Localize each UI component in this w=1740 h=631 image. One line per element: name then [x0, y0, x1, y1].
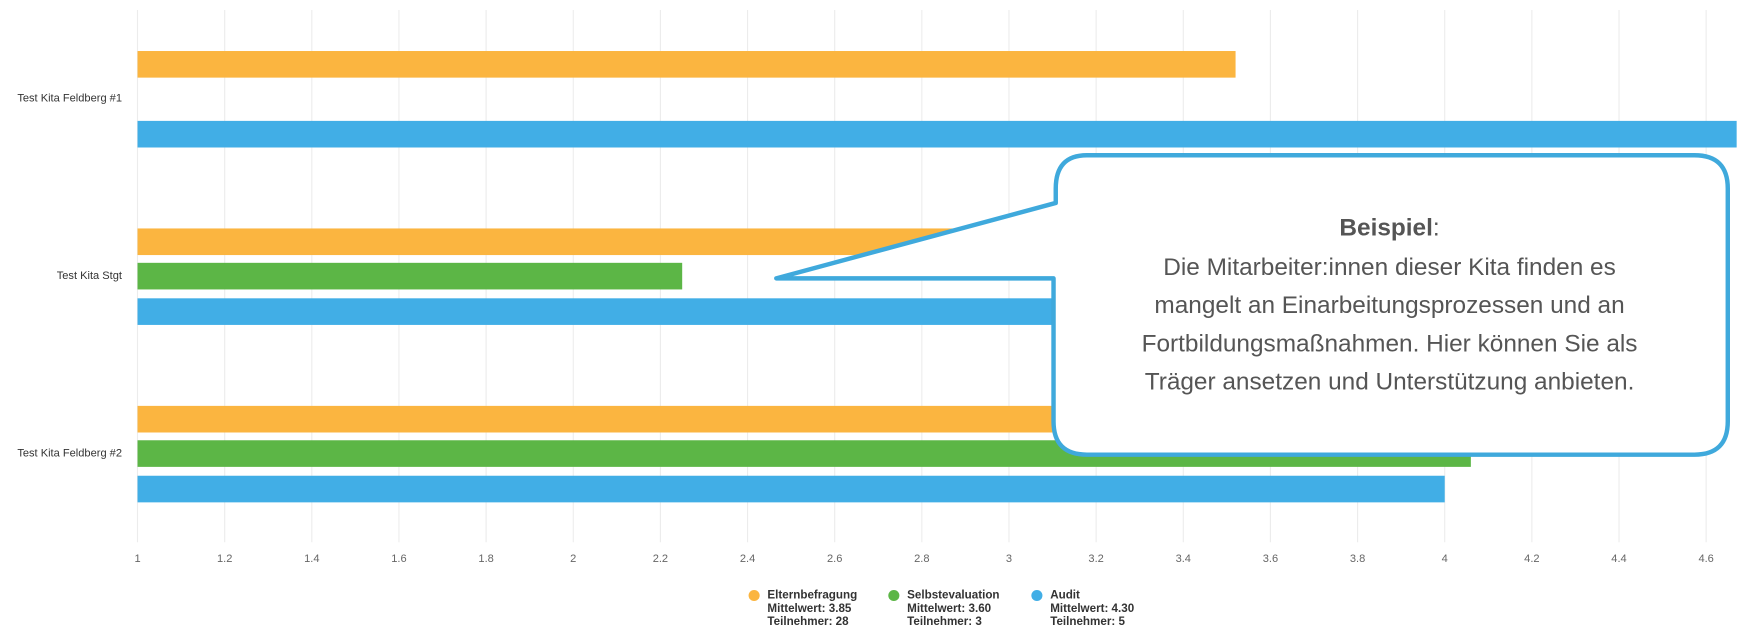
- callout-line: mangelt an Einarbeitungsprozessen und an: [1154, 292, 1624, 319]
- x-tick-label: 2: [570, 553, 576, 565]
- x-tick-label: 4: [1442, 553, 1448, 565]
- legend-participants: Teilnehmer: 28: [767, 615, 849, 628]
- legend-label: Audit: [1050, 589, 1080, 602]
- x-tick-label: 3.4: [1176, 553, 1191, 565]
- legend-marker: [748, 589, 760, 602]
- callout-line: Träger ansetzen und Unterstützung anbiet…: [1145, 369, 1635, 396]
- legend-participants: Teilnehmer: 3: [907, 615, 982, 628]
- x-tick-label: 2.4: [740, 553, 755, 565]
- legend-marker: [888, 589, 900, 602]
- callout-line: Fortbildungsmaßnahmen. Hier können Sie a…: [1142, 330, 1638, 357]
- x-tick-label: 4.6: [1698, 553, 1713, 565]
- x-tick-label: 1.4: [304, 553, 319, 565]
- legend-marker: [1031, 589, 1043, 602]
- callout: Beispiel: Die Mitarbeiter:innen dieser K…: [774, 153, 1731, 457]
- x-tick-label: 4.4: [1611, 553, 1626, 565]
- bar: [137, 51, 1236, 78]
- x-tick-label: 1.2: [217, 553, 232, 565]
- bar: [137, 120, 1737, 148]
- callout-separator: :: [1433, 215, 1440, 242]
- x-tick-label: 2.8: [914, 553, 929, 565]
- legend-label: Selbstevaluation: [907, 589, 999, 602]
- legend-label: Elternbefragung: [767, 589, 857, 602]
- callout-line: Die Mitarbeiter:innen dieser Kita finden…: [1163, 254, 1616, 281]
- bar: [137, 475, 1445, 503]
- y-tick-label: Test Kita Feldberg #1: [17, 93, 122, 105]
- legend-participants: Teilnehmer: 5: [1050, 615, 1125, 628]
- callout-box: [774, 153, 1731, 457]
- x-tick-label: 2.2: [653, 553, 668, 565]
- legend-mean: Mittelwert: 3.85: [767, 602, 852, 615]
- x-tick-label: 3: [1006, 553, 1012, 565]
- x-tick-label: 2.6: [827, 553, 842, 565]
- x-tick-label: 3.2: [1088, 553, 1103, 565]
- bar: [137, 262, 683, 290]
- x-tick-label: 3.8: [1350, 553, 1365, 565]
- legend-mean: Mittelwert: 3.60: [907, 602, 991, 615]
- callout-title-word: Beispiel: [1339, 215, 1432, 242]
- x-tick-label: 1.6: [391, 553, 406, 565]
- callout-title: Beispiel:: [1339, 215, 1439, 242]
- x-tick-label: 1: [134, 553, 140, 565]
- y-tick-label: Test Kita Stgt: [57, 270, 122, 282]
- x-tick-label: 3.6: [1263, 553, 1278, 565]
- y-tick-label: Test Kita Feldberg #2: [17, 447, 122, 459]
- x-tick-label: 4.2: [1524, 553, 1539, 565]
- legend-mean: Mittelwert: 4.30: [1050, 602, 1134, 615]
- x-tick-label: 1.8: [478, 553, 493, 565]
